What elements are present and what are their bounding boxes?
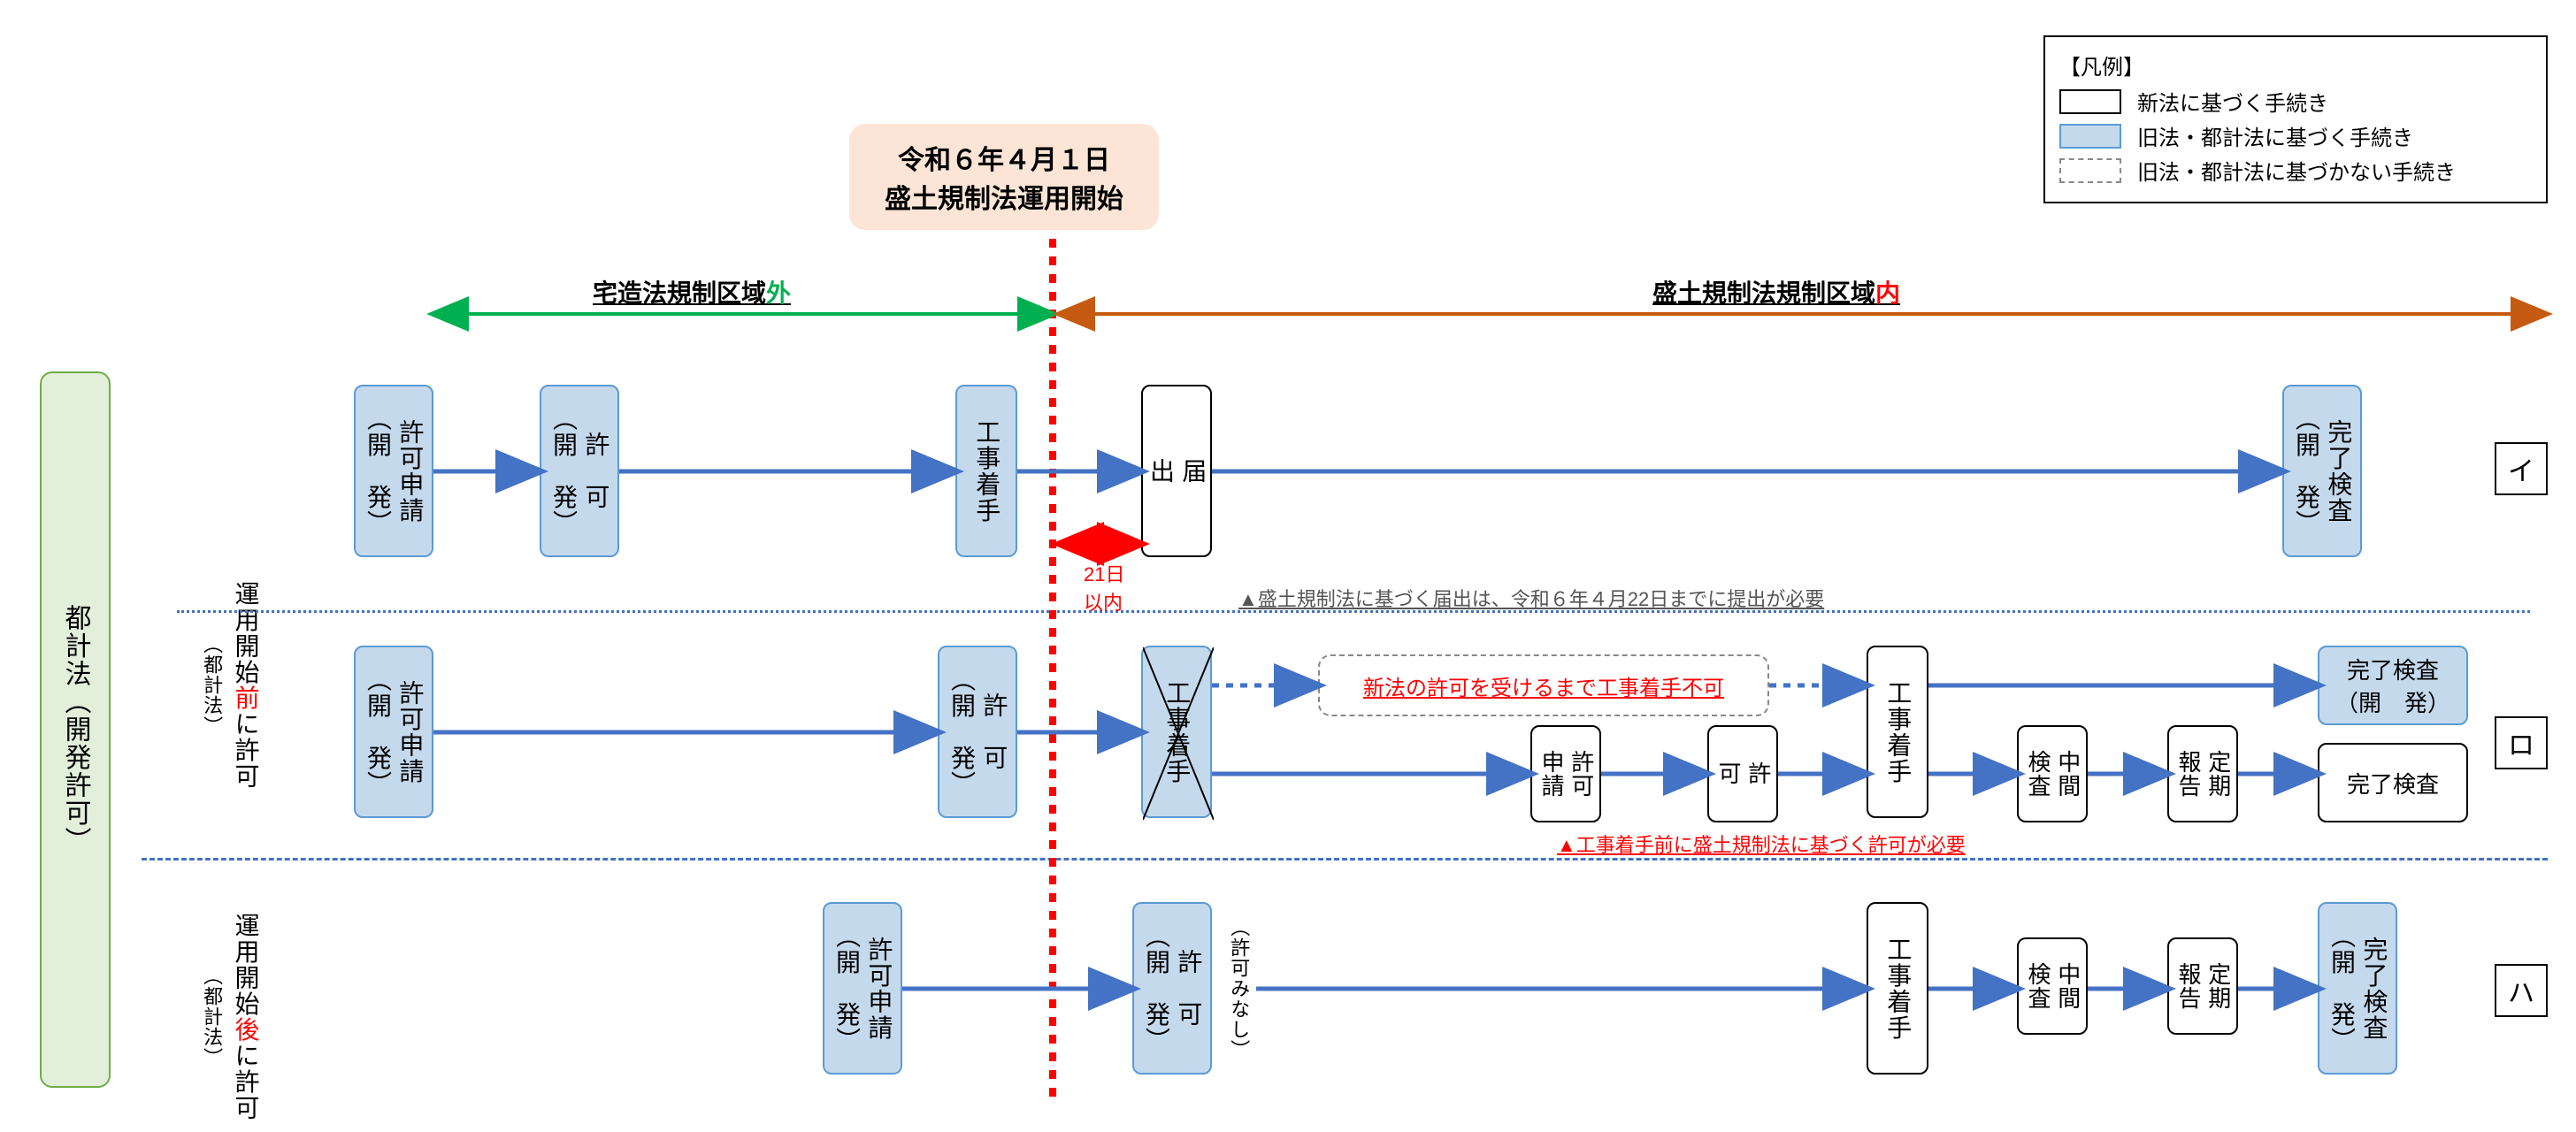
legend-row: 旧法・都計法に基づく手続き <box>2059 120 2532 151</box>
legend-title: 【凡例】 <box>2059 50 2532 80</box>
annotation-1: ▲盛土規制法に基づく届出は、令和６年４月22日までに提出が必要 <box>1238 584 1824 612</box>
sub-category-1: （都計法）運用開始後に許可 <box>177 902 283 1132</box>
node-label: 工事着手 <box>970 419 1002 524</box>
node-r2-app2: 許可 申請 <box>1530 725 1601 822</box>
node-r3-app: 許可申請 （開 発） <box>823 902 902 1075</box>
node-r1-notif: 届 出 <box>1141 385 1212 557</box>
node-r2-mid: 中間 検査 <box>2017 725 2088 822</box>
node-r1-app: 許可申請 （開 発） <box>354 385 433 557</box>
node-r3-start: 工事着手 <box>1867 902 1928 1075</box>
legend-row: 旧法・都計法に基づかない手続き <box>2059 155 2532 186</box>
node-label: 許可申請 （開 発） <box>831 923 895 1053</box>
node-label: 許 可 （開 発） <box>548 406 612 536</box>
node-r2-start: 工事着手 <box>1867 646 1928 818</box>
node-label: 定期 報告 <box>2173 962 2233 1011</box>
node-label: 中間 検査 <box>2022 962 2082 1011</box>
node-r2-per: 定期 報告 <box>2167 725 2238 822</box>
legend-row: 新法に基づく手続き <box>2059 86 2532 117</box>
node-r1-start: 工事着手 <box>955 385 1017 557</box>
legend-label: 旧法・都計法に基づかない手続き <box>2137 155 2456 186</box>
node-label: 工事着手 <box>1882 937 1913 1041</box>
sub-category-sub: （都計法） <box>199 966 225 1068</box>
node-label: 届 出 <box>1145 458 1209 484</box>
node-r2-warn: 新法の許可を受けるまで工事着手不可 <box>1318 654 1769 716</box>
node-label: 完了検査 <box>2347 767 2439 799</box>
node-label: 定期 報告 <box>2173 750 2233 799</box>
legend-swatch <box>2059 158 2121 183</box>
node-label: （許可みなし） <box>1226 917 1252 1060</box>
node-r2-perm: 許 可 （開 発） <box>938 646 1017 818</box>
node-label: 完了検査 （開 発） <box>2290 406 2355 536</box>
divider-1 <box>142 858 2548 860</box>
sub-category-sub: （都計法） <box>199 634 225 737</box>
node-label: 完了検査 （開 発） <box>2335 653 2450 718</box>
node-r1-insp: 完了検査 （開 発） <box>2282 385 2362 557</box>
title-bubble: 令和６年４月１日盛土規制法運用開始 <box>849 124 1159 230</box>
node-r3-mid: 中間 検査 <box>2017 937 2088 1035</box>
section-right-label: 盛土規制法規制区域内 <box>1652 274 1900 310</box>
node-label: 許 可 （開 発） <box>1140 923 1205 1053</box>
node-r1-perm: 許 可 （開 発） <box>540 385 619 557</box>
node-r3-perm: 許 可 （開 発） <box>1132 902 1212 1075</box>
sub-category-main: 運用開始後に許可 <box>229 913 261 1121</box>
legend-swatch <box>2059 89 2121 114</box>
annotation-0: 21日 以内 <box>1084 559 1124 616</box>
node-label: 許可申請 （開 発） <box>362 667 426 797</box>
legend: 【凡例】新法に基づく手続き旧法・都計法に基づく手続き旧法・都計法に基づかない手続… <box>2043 35 2548 203</box>
row-marker: イ <box>2495 442 2548 495</box>
row-marker: ハ <box>2495 964 2548 1017</box>
node-r3-deem: （許可みなし） <box>1221 902 1256 1075</box>
annotation-2: ▲工事着手前に盛土規制法に基づく許可が必要 <box>1557 830 1966 858</box>
section-left-label: 宅造法規制区域外 <box>593 274 791 310</box>
title-line2: 盛土規制法運用開始 <box>885 185 1123 214</box>
node-label: 新法の許可を受けるまで工事着手不可 <box>1363 670 1724 701</box>
node-label: 完了検査 （開 発） <box>2326 923 2390 1053</box>
node-r2-done1: 完了検査 （開 発） <box>2318 646 2468 725</box>
node-r2-x: 工事着手 <box>1141 646 1212 818</box>
sub-category-0: （都計法）運用開始前に許可 <box>177 539 283 831</box>
node-label: 許可申請 （開 発） <box>362 406 426 536</box>
row-marker: ロ <box>2495 716 2548 769</box>
legend-label: 新法に基づく手続き <box>2137 86 2328 117</box>
cross-icon <box>1143 647 1214 820</box>
node-label: 許可 申請 <box>1536 750 1596 799</box>
node-label: 中間 検査 <box>2022 750 2082 799</box>
node-label: 許 可 <box>1713 761 1773 785</box>
legend-label: 旧法・都計法に基づく手続き <box>2137 120 2413 151</box>
main-category-label: 都計法（開発許可） <box>58 604 93 855</box>
node-r2-done2: 完了検査 <box>2318 743 2468 822</box>
node-r3-per: 定期 報告 <box>2167 937 2238 1035</box>
node-label: 工事着手 <box>1882 680 1913 784</box>
main-category: 都計法（開発許可） <box>40 371 111 1088</box>
node-r2-app: 許可申請 （開 発） <box>354 646 433 818</box>
node-r3-insp: 完了検査 （開 発） <box>2318 902 2397 1075</box>
title-line1: 令和６年４月１日 <box>898 146 1110 175</box>
node-r2-perm2: 許 可 <box>1707 725 1778 822</box>
node-label: 許 可 （開 発） <box>946 667 1010 797</box>
legend-swatch <box>2059 124 2121 149</box>
